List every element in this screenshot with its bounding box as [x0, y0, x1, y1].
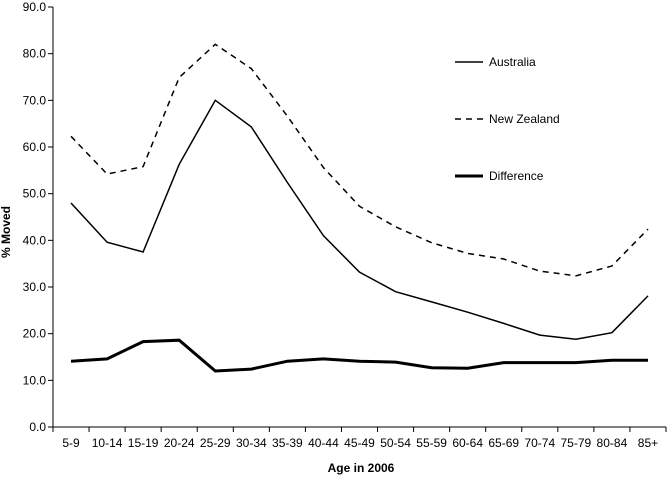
y-tick-label: 0.0: [29, 420, 46, 434]
x-tick-label: 65-69: [488, 436, 519, 450]
series-layer: [70, 43, 649, 373]
x-tick-label: 70-74: [524, 436, 555, 450]
x-tick-label: 75-79: [561, 436, 592, 450]
series-line-australia: [70, 99, 649, 341]
y-tick-label: 30.0: [23, 280, 47, 294]
x-tick-label: 20-24: [164, 436, 195, 450]
legend-label: Difference: [489, 169, 544, 183]
y-tick-label: 80.0: [23, 47, 47, 61]
x-tick-label: 40-44: [308, 436, 339, 450]
x-tick-label: 55-59: [416, 436, 447, 450]
series-line-new-zealand: [70, 43, 649, 277]
y-tick-label: 20.0: [23, 327, 47, 341]
x-tick-label: 30-34: [236, 436, 267, 450]
y-tick-label: 90.0: [23, 0, 47, 14]
x-tick-label: 25-29: [200, 436, 231, 450]
x-tick-label: 35-39: [272, 436, 303, 450]
x-tick-label: 10-14: [92, 436, 123, 450]
x-tick-label: 45-49: [344, 436, 375, 450]
x-axis: 5-9 10-14 15-19 20-24 25-29 30-34 35-39 40-44 45…: [52, 426, 667, 450]
x-tick-label: 15-19: [128, 436, 159, 450]
x-tick-label: 80-84: [597, 436, 628, 450]
y-tick-label: 10.0: [23, 373, 47, 387]
y-tick-label: 70.0: [23, 93, 47, 107]
y-tick-label: 40.0: [23, 233, 47, 247]
legend-label: Australia: [489, 55, 536, 69]
legend: Australia New Zealand Difference: [455, 55, 560, 183]
x-tick-label: 50-54: [380, 436, 411, 450]
x-tick-label: 60-64: [452, 436, 483, 450]
y-axis-title: % Moved: [0, 206, 13, 258]
x-tick-label: 5-9: [62, 436, 80, 450]
y-tick-label: 50.0: [23, 187, 47, 201]
series-line-difference: [70, 338, 648, 373]
x-axis-title: Age in 2006: [328, 461, 395, 475]
x-tick-label: 85+: [638, 436, 658, 450]
y-tick-label: 60.0: [23, 140, 47, 154]
y-axis: 0.0 10.0 20.0 30.0 40.0 50.0 60.0 70.0 80.0 90.0: [23, 0, 54, 434]
legend-label: New Zealand: [489, 112, 560, 126]
